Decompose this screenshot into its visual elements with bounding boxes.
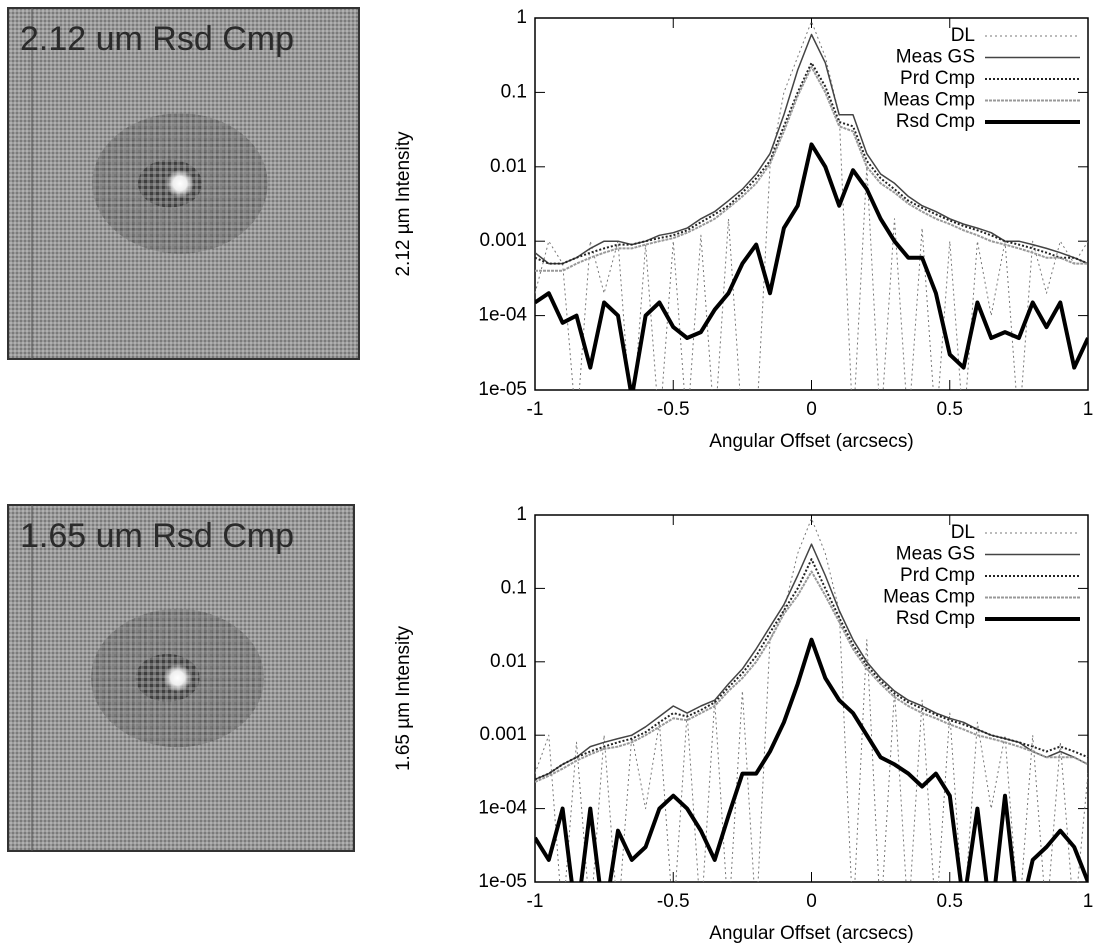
legend-label: DL — [951, 522, 975, 543]
legend-label: Rsd Cmp — [896, 608, 975, 629]
legend-label: Meas GS — [896, 544, 975, 565]
legend-label: Rsd Cmp — [896, 111, 975, 132]
y-tick-label: 0.001 — [479, 230, 527, 251]
y-tick-label: 0.1 — [501, 577, 527, 598]
y-tick-label: 1e-05 — [478, 379, 527, 400]
plot-frame — [534, 514, 1089, 883]
x-tick-label: -0.5 — [657, 399, 690, 420]
y-tick-label: 1e-04 — [478, 798, 527, 819]
series-line — [535, 558, 1088, 781]
psf-peak — [165, 169, 194, 198]
x-tick-label: 0.5 — [937, 399, 963, 420]
legend-label: Meas Cmp — [883, 90, 975, 111]
legend-label: Meas GS — [896, 47, 975, 68]
x-tick-label: 0 — [806, 891, 817, 912]
y-tick-label: 0.01 — [490, 156, 527, 177]
series-line — [535, 637, 1088, 882]
plot-area — [535, 20, 1088, 390]
x-axis-label: Angular Offset (arcsecs) — [709, 431, 914, 452]
psf-peak — [163, 664, 192, 692]
y-tick-label: 1e-05 — [478, 871, 527, 892]
series-line — [535, 20, 1088, 390]
y-tick-label: 1 — [516, 7, 527, 28]
y-tick-label: 1e-04 — [478, 305, 527, 326]
x-tick-label: -1 — [527, 891, 544, 912]
series-line — [535, 142, 1088, 390]
y-tick-label: 1 — [516, 504, 527, 525]
legend-label: Prd Cmp — [900, 565, 975, 586]
image-panel: 2.12 um Rsd Cmp — [7, 7, 360, 360]
y-axis-label: 1.65 µm Intensity — [393, 625, 414, 771]
series-line — [535, 61, 1088, 265]
image-panel: 1.65 um Rsd Cmp — [7, 504, 355, 852]
image-title: 2.12 um Rsd Cmp — [20, 20, 294, 58]
series-line — [535, 517, 1088, 882]
y-tick-label: 0.1 — [501, 81, 527, 102]
series-line — [535, 570, 1088, 783]
x-tick-label: -1 — [527, 399, 544, 420]
x-tick-label: 0 — [806, 399, 817, 420]
image-title: 1.65 um Rsd Cmp — [20, 517, 294, 555]
series-line — [535, 543, 1088, 781]
legend-label: DL — [951, 25, 975, 46]
legend-label: Prd Cmp — [900, 68, 975, 89]
legend-label: Meas Cmp — [883, 587, 975, 608]
y-tick-label: 0.001 — [479, 724, 527, 745]
x-tick-label: 1 — [1083, 399, 1094, 420]
y-axis-label: 2.12 µm Intensity — [393, 131, 414, 277]
y-tick-label: 0.01 — [490, 651, 527, 672]
plot-area — [535, 517, 1088, 882]
x-axis-label: Angular Offset (arcsecs) — [709, 923, 914, 944]
x-tick-label: -0.5 — [657, 891, 690, 912]
x-tick-label: 1 — [1083, 891, 1094, 912]
series-line — [535, 65, 1088, 272]
x-tick-label: 0.5 — [937, 891, 963, 912]
series-line — [535, 33, 1088, 265]
